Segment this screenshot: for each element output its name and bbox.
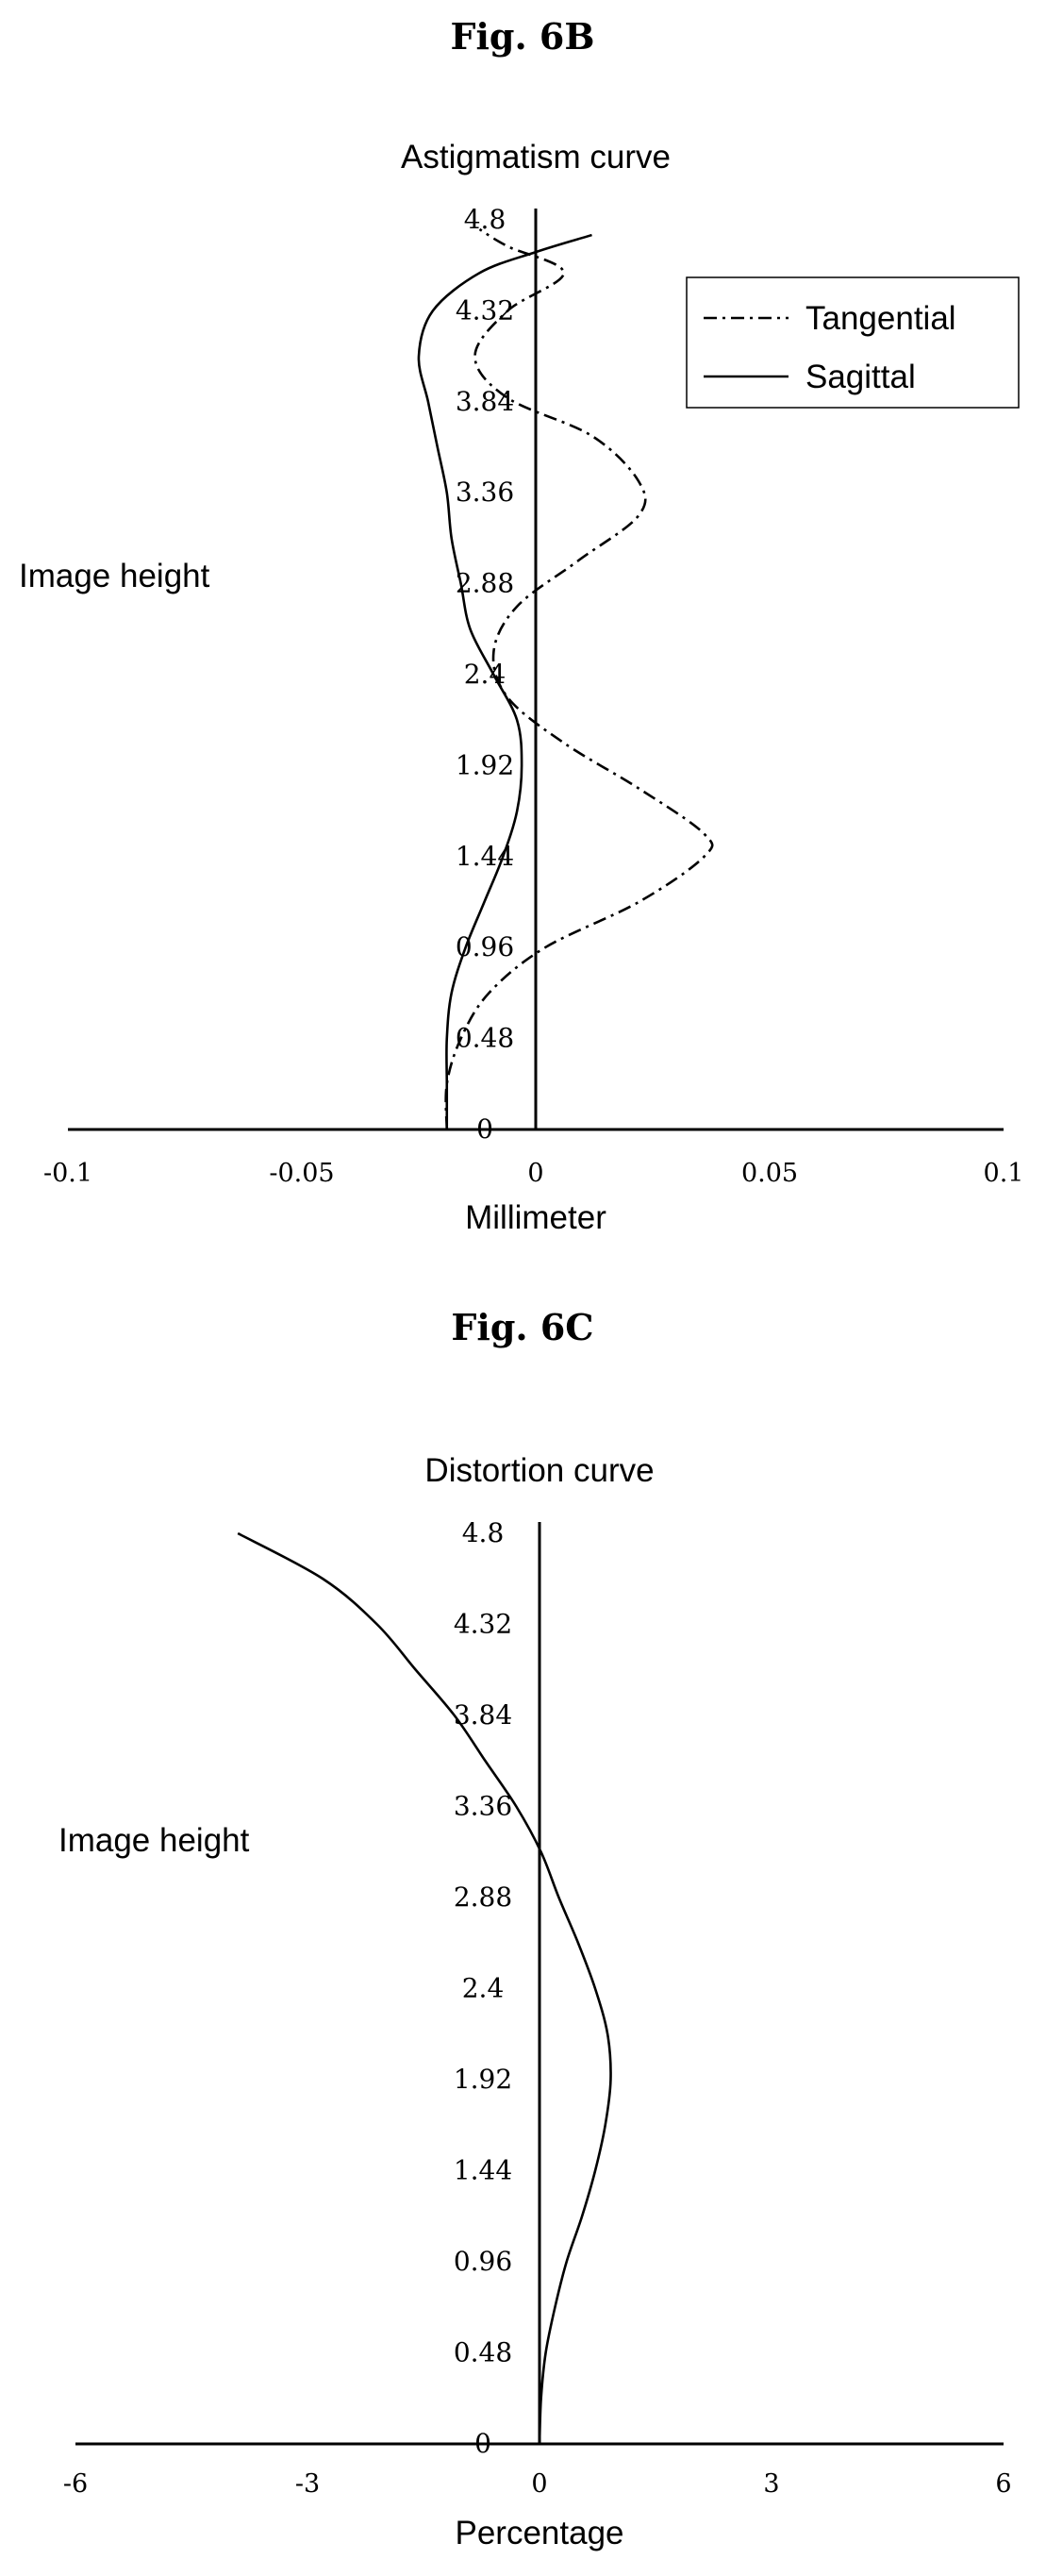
series-line-sagittal bbox=[417, 233, 592, 1129]
y-tick-label: 0.96 bbox=[456, 931, 514, 962]
y-tick-label: 4.32 bbox=[456, 294, 514, 326]
x-tick-label: -3 bbox=[295, 2469, 320, 2499]
y-tick-label: 1.92 bbox=[456, 749, 514, 780]
x-tick-label: 0 bbox=[531, 2469, 547, 2499]
x-tick-label: 6 bbox=[995, 2469, 1011, 2499]
distortion-chart: Distortion curve 0 0.48 0.96 1.44 1.92 2.4 2.88… bbox=[58, 1452, 1012, 2551]
y-tick-label: 0 bbox=[476, 1113, 493, 1145]
x-tick-label: 0 bbox=[527, 1159, 543, 1188]
x-tick-label: -6 bbox=[63, 2469, 88, 2499]
astigmatism-chart: Astigmatism curve00.480.961.441.922.42.8… bbox=[19, 139, 1023, 1236]
y-tick-label: 1.44 bbox=[454, 2155, 512, 2186]
x-tick-label: 0.1 bbox=[984, 1159, 1024, 1188]
x-tick-label: -0.05 bbox=[269, 1159, 334, 1188]
x-axis-label: Millimeter bbox=[465, 1199, 606, 1236]
y-tick-label: 2.88 bbox=[454, 1882, 512, 1913]
series-line-tangential bbox=[444, 227, 714, 1130]
y-tick-label: 3.84 bbox=[456, 386, 514, 417]
y-tick-label: 4.8 bbox=[464, 204, 506, 235]
y-tick-label: 0.96 bbox=[454, 2246, 512, 2277]
y-tick-label: 4.8 bbox=[462, 1517, 505, 1548]
chart-title: Distortion curve bbox=[424, 1452, 654, 1489]
y-axis-label: Image height bbox=[19, 558, 210, 594]
x-axis-label: Percentage bbox=[455, 2515, 623, 2551]
y-axis-label: Image height bbox=[58, 1822, 250, 1859]
x-tick-label: 0.05 bbox=[741, 1159, 798, 1188]
legend-box bbox=[686, 276, 1020, 409]
x-tick-label: -0.1 bbox=[43, 1159, 92, 1188]
y-tick-label: 0 bbox=[474, 2428, 491, 2459]
y-tick-label: 3.36 bbox=[454, 1791, 512, 1822]
y-tick-label: 1.92 bbox=[454, 2064, 512, 2095]
y-tick-label: 4.32 bbox=[454, 1609, 512, 1640]
y-tick-label: 0.48 bbox=[454, 2337, 512, 2368]
y-tick-label: 2.88 bbox=[456, 568, 514, 599]
y-tick-label: 2.4 bbox=[462, 1973, 505, 2004]
y-tick-label: 3.36 bbox=[456, 477, 514, 508]
y-tick-label: 1.44 bbox=[456, 841, 514, 872]
x-tick-label: 3 bbox=[763, 2469, 779, 2499]
y-tick-label: 3.84 bbox=[454, 1699, 512, 1731]
chart-title: Astigmatism curve bbox=[401, 139, 671, 176]
fig-6b-title: Fig. 6B bbox=[450, 15, 594, 58]
fig-6c-title: Fig. 6C bbox=[451, 1306, 593, 1348]
legend-label-sagittal: Sagittal bbox=[805, 359, 916, 395]
y-tick-label: 0.48 bbox=[456, 1023, 514, 1054]
legend-label-tangential: Tangential bbox=[805, 300, 956, 337]
series-line bbox=[237, 1531, 612, 2445]
